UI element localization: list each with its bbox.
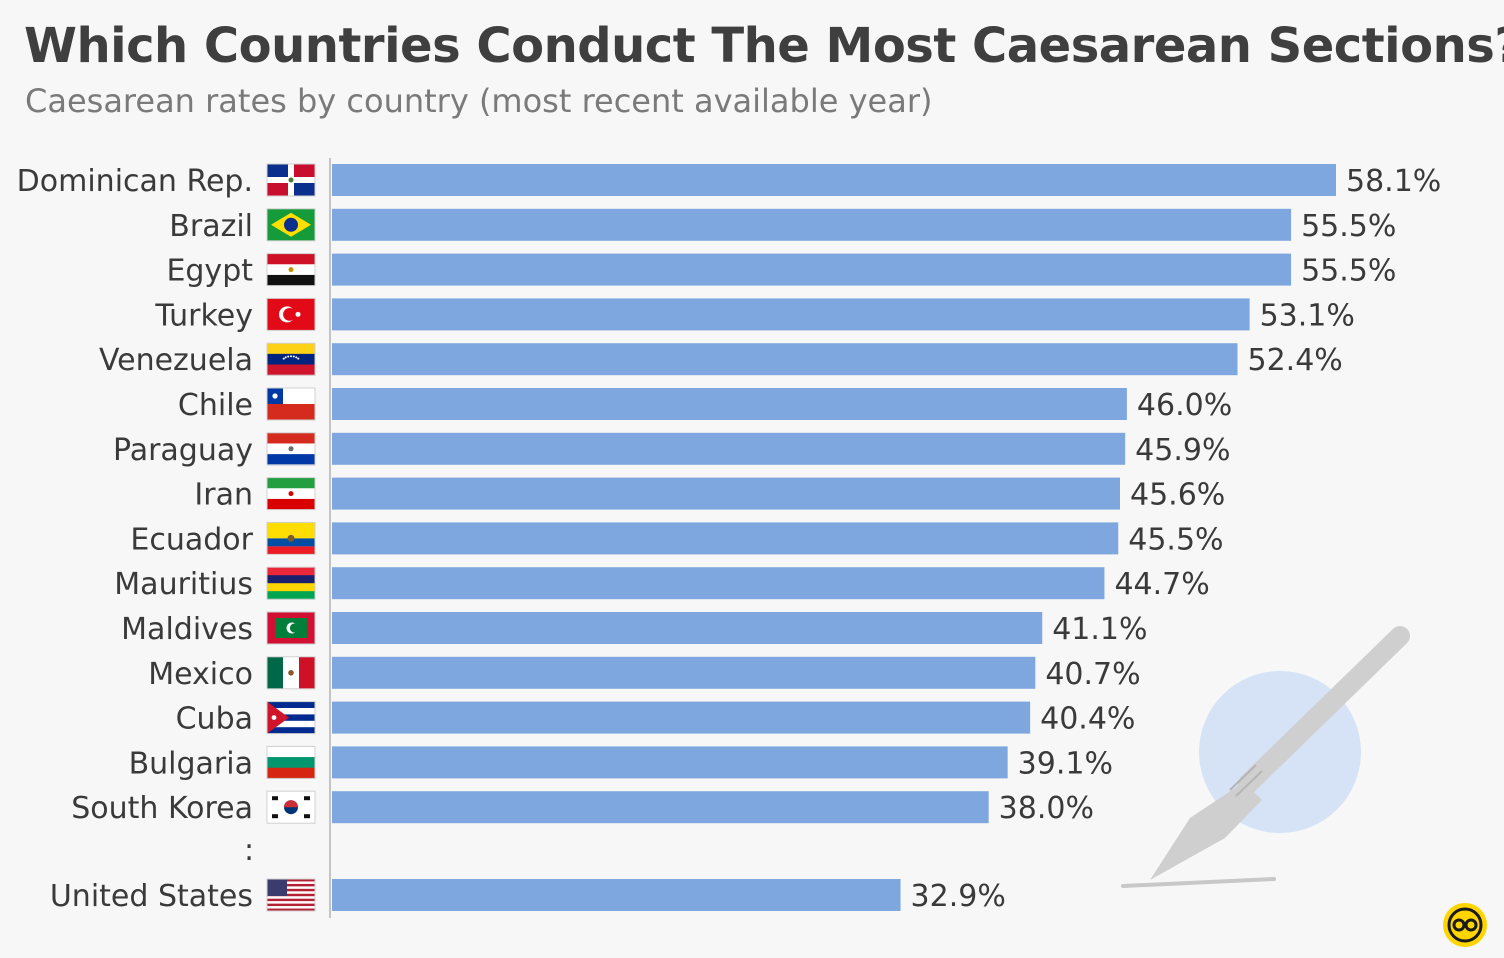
bar-turkey[interactable] bbox=[332, 298, 1250, 331]
flag-egypt-icon bbox=[266, 253, 316, 287]
bar-dominican-rep[interactable] bbox=[332, 164, 1336, 196]
flag-south-korea-icon bbox=[266, 790, 316, 824]
category-label-chile: Chile bbox=[178, 388, 253, 423]
decor-line bbox=[1121, 877, 1276, 888]
category-label-cuba: Cuba bbox=[176, 702, 253, 737]
flag-chile-icon bbox=[266, 387, 316, 421]
flag-mauritius-icon bbox=[266, 566, 316, 600]
value-label-brazil: 55.5% bbox=[1301, 209, 1396, 244]
category-label-mauritius: Mauritius bbox=[114, 567, 253, 602]
flag-paraguay-icon bbox=[266, 432, 316, 466]
category-label-bulgaria: Bulgaria bbox=[129, 746, 253, 781]
statista-logo-icon[interactable] bbox=[1442, 902, 1488, 948]
category-label-mexico: Mexico bbox=[148, 657, 253, 692]
bar-cuba[interactable] bbox=[332, 701, 1031, 734]
value-label-maldives: 41.1% bbox=[1052, 612, 1147, 647]
value-label-cuba: 40.4% bbox=[1040, 702, 1135, 737]
category-label-turkey: Turkey bbox=[154, 298, 253, 333]
flag-ecuador-icon bbox=[266, 521, 316, 555]
bar-iran[interactable] bbox=[332, 477, 1120, 510]
category-label-venezuela: Venezuela bbox=[99, 343, 253, 378]
flag-mexico-icon bbox=[266, 656, 316, 690]
value-label-venezuela: 52.4% bbox=[1248, 343, 1343, 378]
value-label-ecuador: 45.5% bbox=[1128, 522, 1223, 557]
value-label-dominican-rep: 58.1% bbox=[1346, 164, 1441, 199]
value-label-mauritius: 44.7% bbox=[1114, 567, 1209, 602]
category-label-paraguay: Paraguay bbox=[113, 433, 253, 468]
scalpel-illustration bbox=[1121, 626, 1410, 888]
category-label-dominican-rep: Dominican Rep. bbox=[17, 164, 253, 199]
flag-turkey-icon bbox=[266, 297, 316, 331]
gap-marker: : bbox=[244, 833, 254, 868]
value-label-united-states: 32.9% bbox=[911, 879, 1006, 914]
value-label-mexico: 40.7% bbox=[1045, 657, 1140, 692]
scalpel-icon bbox=[1150, 626, 1410, 880]
bar-united-states[interactable] bbox=[332, 879, 901, 911]
flag-venezuela-icon bbox=[266, 342, 316, 376]
value-label-south-korea: 38.0% bbox=[999, 791, 1094, 826]
flag-bulgaria-icon bbox=[266, 745, 316, 779]
value-label-turkey: 53.1% bbox=[1260, 298, 1355, 333]
value-label-egypt: 55.5% bbox=[1301, 254, 1396, 289]
bar-mauritius[interactable] bbox=[332, 567, 1105, 600]
category-label-brazil: Brazil bbox=[169, 209, 253, 244]
bar-mexico[interactable] bbox=[332, 656, 1036, 689]
bar-paraguay[interactable] bbox=[332, 432, 1126, 465]
bar-south-korea[interactable] bbox=[332, 791, 989, 824]
flag-maldives-icon bbox=[266, 611, 316, 645]
chart-title: Which Countries Conduct The Most Caesare… bbox=[24, 18, 1504, 74]
bar-brazil[interactable] bbox=[332, 208, 1292, 241]
chart-subtitle: Caesarean rates by country (most recent … bbox=[25, 82, 933, 120]
bar-bulgaria[interactable] bbox=[332, 746, 1008, 779]
bar-chile[interactable] bbox=[332, 388, 1127, 420]
category-label-south-korea: South Korea bbox=[71, 791, 253, 826]
category-label-iran: Iran bbox=[194, 478, 253, 513]
category-label-egypt: Egypt bbox=[166, 254, 253, 289]
flag-iran-icon bbox=[266, 477, 316, 511]
category-label-united-states: United States bbox=[50, 879, 253, 914]
flag-brazil-icon bbox=[266, 208, 316, 242]
flag-united-states-icon bbox=[266, 878, 316, 912]
flag-cuba-icon bbox=[266, 701, 316, 735]
value-label-paraguay: 45.9% bbox=[1135, 433, 1230, 468]
value-label-bulgaria: 39.1% bbox=[1018, 746, 1113, 781]
bar-venezuela[interactable] bbox=[332, 343, 1238, 376]
value-label-iran: 45.6% bbox=[1130, 478, 1225, 513]
flag-dominican-republic-icon bbox=[266, 163, 316, 197]
bar-egypt[interactable] bbox=[332, 253, 1292, 286]
category-label-ecuador: Ecuador bbox=[130, 522, 253, 557]
bar-ecuador[interactable] bbox=[332, 522, 1119, 555]
value-label-chile: 46.0% bbox=[1137, 388, 1232, 423]
category-label-maldives: Maldives bbox=[121, 612, 253, 647]
bar-maldives[interactable] bbox=[332, 612, 1043, 644]
